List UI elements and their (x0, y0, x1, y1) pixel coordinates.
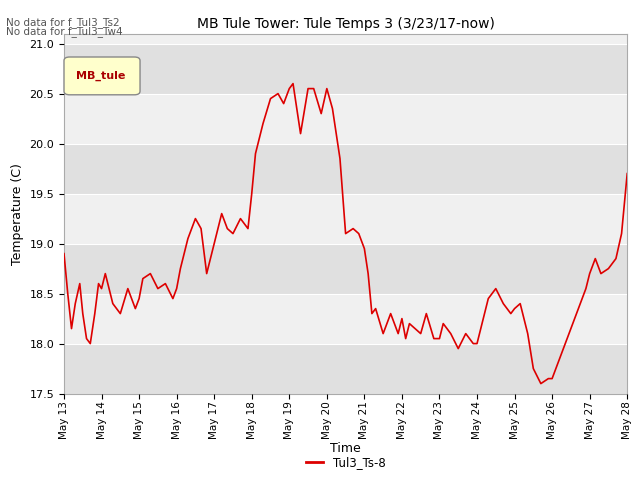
Bar (64, 144, 627, 193)
Text: No data for f_Tul3_Ts2: No data for f_Tul3_Ts2 (6, 17, 120, 28)
Bar (64, 243, 627, 294)
Bar (64, 344, 627, 394)
Legend: Tul3_Ts-8: Tul3_Ts-8 (301, 452, 390, 474)
Text: No data for f_Tul3_Tw4: No data for f_Tul3_Tw4 (6, 26, 123, 37)
Bar (64, 94, 627, 144)
Text: MB_tule: MB_tule (76, 71, 125, 81)
FancyBboxPatch shape (64, 57, 140, 95)
Bar (64, 294, 627, 344)
Y-axis label: Temperature (C): Temperature (C) (11, 163, 24, 264)
Title: MB Tule Tower: Tule Temps 3 (3/23/17-now): MB Tule Tower: Tule Temps 3 (3/23/17-now… (196, 17, 495, 31)
X-axis label: Time: Time (330, 442, 361, 455)
Bar (64, 193, 627, 243)
Bar (64, 44, 627, 94)
